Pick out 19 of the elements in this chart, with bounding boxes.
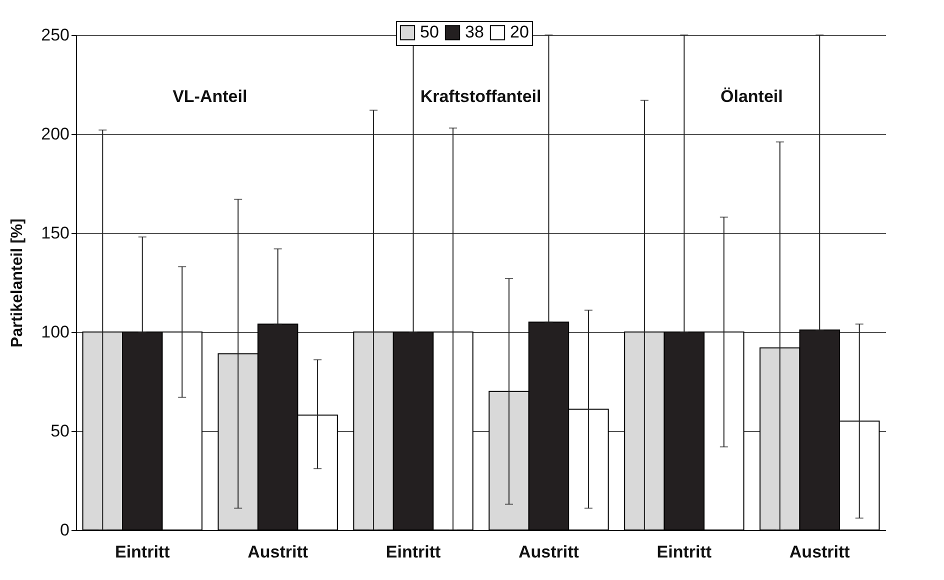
x-tick-label: Austritt bbox=[248, 542, 308, 562]
x-tick-label: Eintritt bbox=[656, 542, 712, 562]
y-axis-title: Partikelanteil [%] bbox=[9, 218, 26, 348]
legend-label: 38 bbox=[465, 22, 484, 42]
y-tick-label: 150 bbox=[41, 224, 70, 242]
y-tick-label: 250 bbox=[41, 26, 70, 44]
x-tick-label: Austritt bbox=[518, 542, 580, 562]
y-tick-label: 100 bbox=[41, 322, 70, 342]
legend-label: 50 bbox=[420, 22, 439, 42]
x-tick-label: Eintritt bbox=[386, 542, 441, 562]
y-tick-label: 200 bbox=[41, 124, 70, 144]
legend-label: 20 bbox=[510, 22, 529, 42]
annotation: Ölanteil bbox=[720, 87, 783, 106]
x-tick-label: Austritt bbox=[789, 542, 850, 562]
y-tick-label: 50 bbox=[50, 422, 70, 440]
y-tick-label: 0 bbox=[60, 520, 70, 540]
x-tick-label: Eintritt bbox=[114, 542, 170, 562]
annotation: Kraftstoffanteil bbox=[420, 87, 542, 106]
annotation: VL-Anteil bbox=[172, 87, 248, 106]
